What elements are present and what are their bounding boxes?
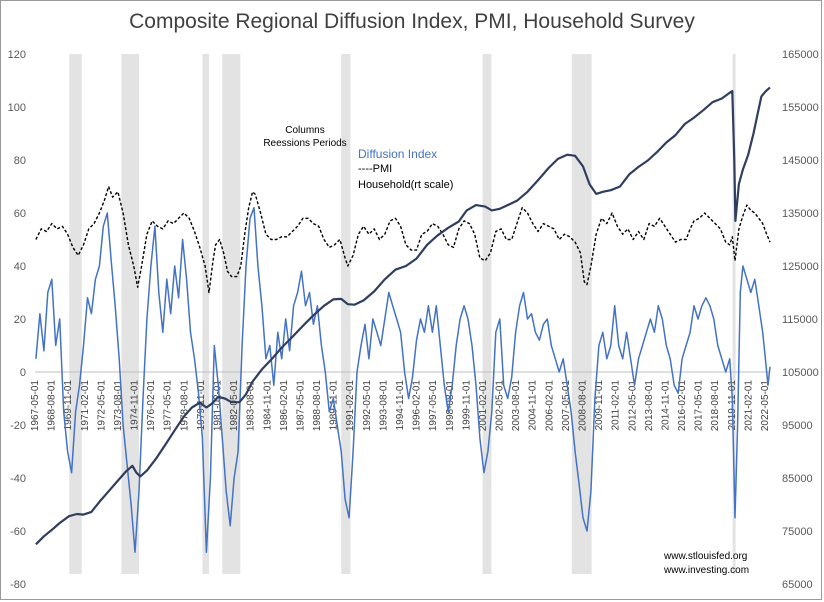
y-left-tick-1: 100 — [8, 102, 26, 114]
y-left-tick-9: -60 — [10, 526, 26, 538]
y-left-tick-3: 60 — [14, 208, 26, 220]
legend-diffusion-index: Diffusion Index — [358, 147, 437, 161]
y-left-tick-8: -40 — [10, 473, 26, 485]
x-tick-label-15: 1986-02-01 — [279, 380, 290, 432]
y-right-tick-5: 115000 — [782, 314, 818, 326]
x-tick-label-38: 2014-11-01 — [660, 380, 671, 431]
recession-column-0 — [69, 54, 82, 574]
x-tick-label-31: 2006-02-01 — [544, 380, 555, 432]
x-tick-label-21: 1993-08-01 — [378, 380, 389, 432]
y-left-tick-4: 40 — [14, 261, 26, 273]
x-tick-label-22: 1994-11-01 — [395, 380, 406, 431]
x-tick-label-1: 1968-08-01 — [47, 380, 58, 432]
x-tick-label-28: 2002-05-01 — [495, 380, 506, 432]
x-tick-label-9: 1978-08-01 — [179, 380, 190, 432]
series-line-diffusion-index — [35, 206, 771, 553]
y-left-tick-7: -20 — [10, 420, 26, 432]
y-right-tick-9: 75000 — [782, 526, 813, 538]
y-right-tick-1: 155000 — [782, 102, 819, 114]
source-stlouisfed: www.stlouisfed.org — [663, 551, 747, 562]
x-tick-label-20: 1992-05-01 — [362, 380, 373, 432]
legend-household: Household(rt scale) — [358, 179, 453, 191]
x-tick-label-6: 1974-11-01 — [130, 380, 141, 431]
x-tick-label-30: 2004-11-01 — [528, 380, 539, 431]
x-tick-label-26: 1999-11-01 — [461, 380, 472, 431]
x-tick-label-3: 1971-02-01 — [80, 380, 91, 432]
recession-column-4 — [341, 54, 351, 574]
x-tick-label-29: 2003-08-01 — [511, 380, 522, 432]
x-tick-label-11: 1981-02-01 — [213, 380, 224, 432]
y-right-tick-10: 65000 — [782, 579, 813, 591]
recession-column-1 — [121, 54, 139, 574]
y-right-tick-6: 105000 — [782, 367, 819, 379]
chart-title: Composite Regional Diffusion Index, PMI,… — [129, 10, 695, 33]
recession-note-line2: Reessions Periods — [263, 138, 346, 149]
recession-column-6 — [571, 54, 592, 574]
x-tick-label-8: 1977-05-01 — [163, 380, 174, 432]
recession-column-3 — [222, 54, 241, 574]
x-tick-label-27: 2001-02-01 — [478, 380, 489, 432]
y-right-tick-7: 95000 — [782, 420, 813, 432]
y-right-tick-2: 145000 — [782, 155, 819, 167]
x-tick-label-36: 2012-05-01 — [627, 380, 638, 432]
x-tick-label-24: 1997-05-01 — [428, 380, 439, 432]
x-tick-label-35: 2011-02-01 — [611, 380, 622, 431]
x-tick-label-19: 1991-02-01 — [345, 380, 356, 432]
series-line-pmi — [35, 185, 771, 294]
y-right-tick-3: 135000 — [782, 208, 819, 220]
x-tick-label-40: 2017-05-01 — [694, 380, 705, 432]
y-left-tick-2: 80 — [14, 155, 26, 167]
series-line-household-rt-scale- — [35, 86, 771, 546]
recession-column-5 — [482, 54, 492, 574]
x-tick-label-43: 2021-02-01 — [743, 380, 754, 432]
x-tick-label-12: 1982-05-01 — [229, 380, 240, 432]
y-right-tick-4: 125000 — [782, 261, 819, 273]
recession-note-line1: Columns — [285, 125, 324, 136]
y-left-tick-10: -80 — [10, 579, 26, 591]
x-tick-label-7: 1976-02-01 — [146, 380, 157, 432]
x-tick-label-0: 1967-05-01 — [30, 380, 41, 432]
x-tick-label-14: 1984-11-01 — [262, 380, 273, 431]
y-right-tick-0: 165000 — [782, 49, 819, 61]
legend-pmi: ----PMI — [358, 163, 392, 175]
source-investing: www.investing.com — [663, 565, 749, 576]
x-tick-label-32: 2007-05-01 — [561, 380, 572, 432]
x-tick-label-44: 2022-05-01 — [760, 380, 771, 432]
x-tick-label-23: 1996-02-01 — [412, 380, 423, 432]
recession-columns — [69, 54, 736, 574]
y-left-tick-5: 20 — [14, 314, 26, 326]
x-tick-label-41: 2018-08-01 — [710, 380, 721, 432]
x-tick-label-37: 2013-08-01 — [644, 380, 655, 432]
x-tick-label-39: 2016-02-01 — [677, 380, 688, 432]
x-tick-label-2: 1969-11-01 — [63, 380, 74, 431]
x-tick-label-13: 1983-08-01 — [246, 380, 257, 432]
x-tick-label-4: 1972-05-01 — [96, 380, 107, 432]
x-tick-label-16: 1987-05-01 — [295, 380, 306, 432]
x-tick-label-17: 1988-08-01 — [312, 380, 323, 432]
x-tick-label-33: 2008-08-01 — [578, 380, 589, 432]
y-right-tick-8: 85000 — [782, 473, 813, 485]
y-left-tick-0: 120 — [8, 49, 26, 61]
recession-column-7 — [732, 54, 736, 574]
x-tick-label-34: 2009-11-01 — [594, 380, 605, 431]
x-tick-label-25: 1998-08-01 — [445, 380, 456, 432]
recession-column-2 — [202, 54, 210, 574]
series-layer — [35, 86, 771, 553]
y-left-tick-6: 0 — [20, 367, 26, 379]
x-tick-label-5: 1973-08-01 — [113, 380, 124, 432]
